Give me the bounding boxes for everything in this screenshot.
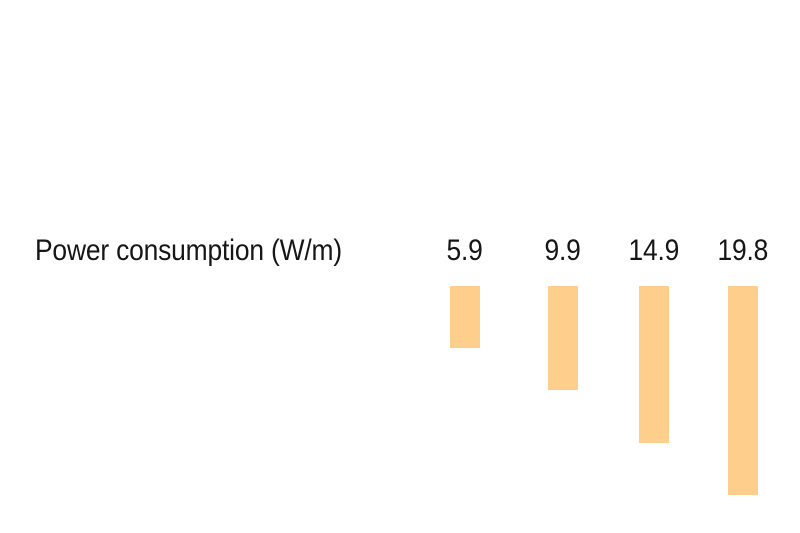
bar-group-2: 9.9 [544, 234, 582, 390]
bar-1 [450, 286, 480, 348]
bar-value-label-3: 14.9 [628, 234, 680, 267]
bar-value-label-4: 19.8 [717, 234, 769, 267]
bar-4 [728, 286, 758, 495]
bar-3 [639, 286, 669, 443]
bar-group-1: 5.9 [446, 234, 484, 348]
bar-value-label-1: 5.9 [446, 234, 484, 267]
bar-group-3: 14.9 [629, 236, 680, 443]
chart-title: Power consumption (W/m) [35, 234, 342, 267]
bar-value-label-2: 9.9 [544, 234, 582, 267]
bar-2 [548, 286, 578, 390]
bar-group-4: 19.8 [718, 236, 769, 495]
